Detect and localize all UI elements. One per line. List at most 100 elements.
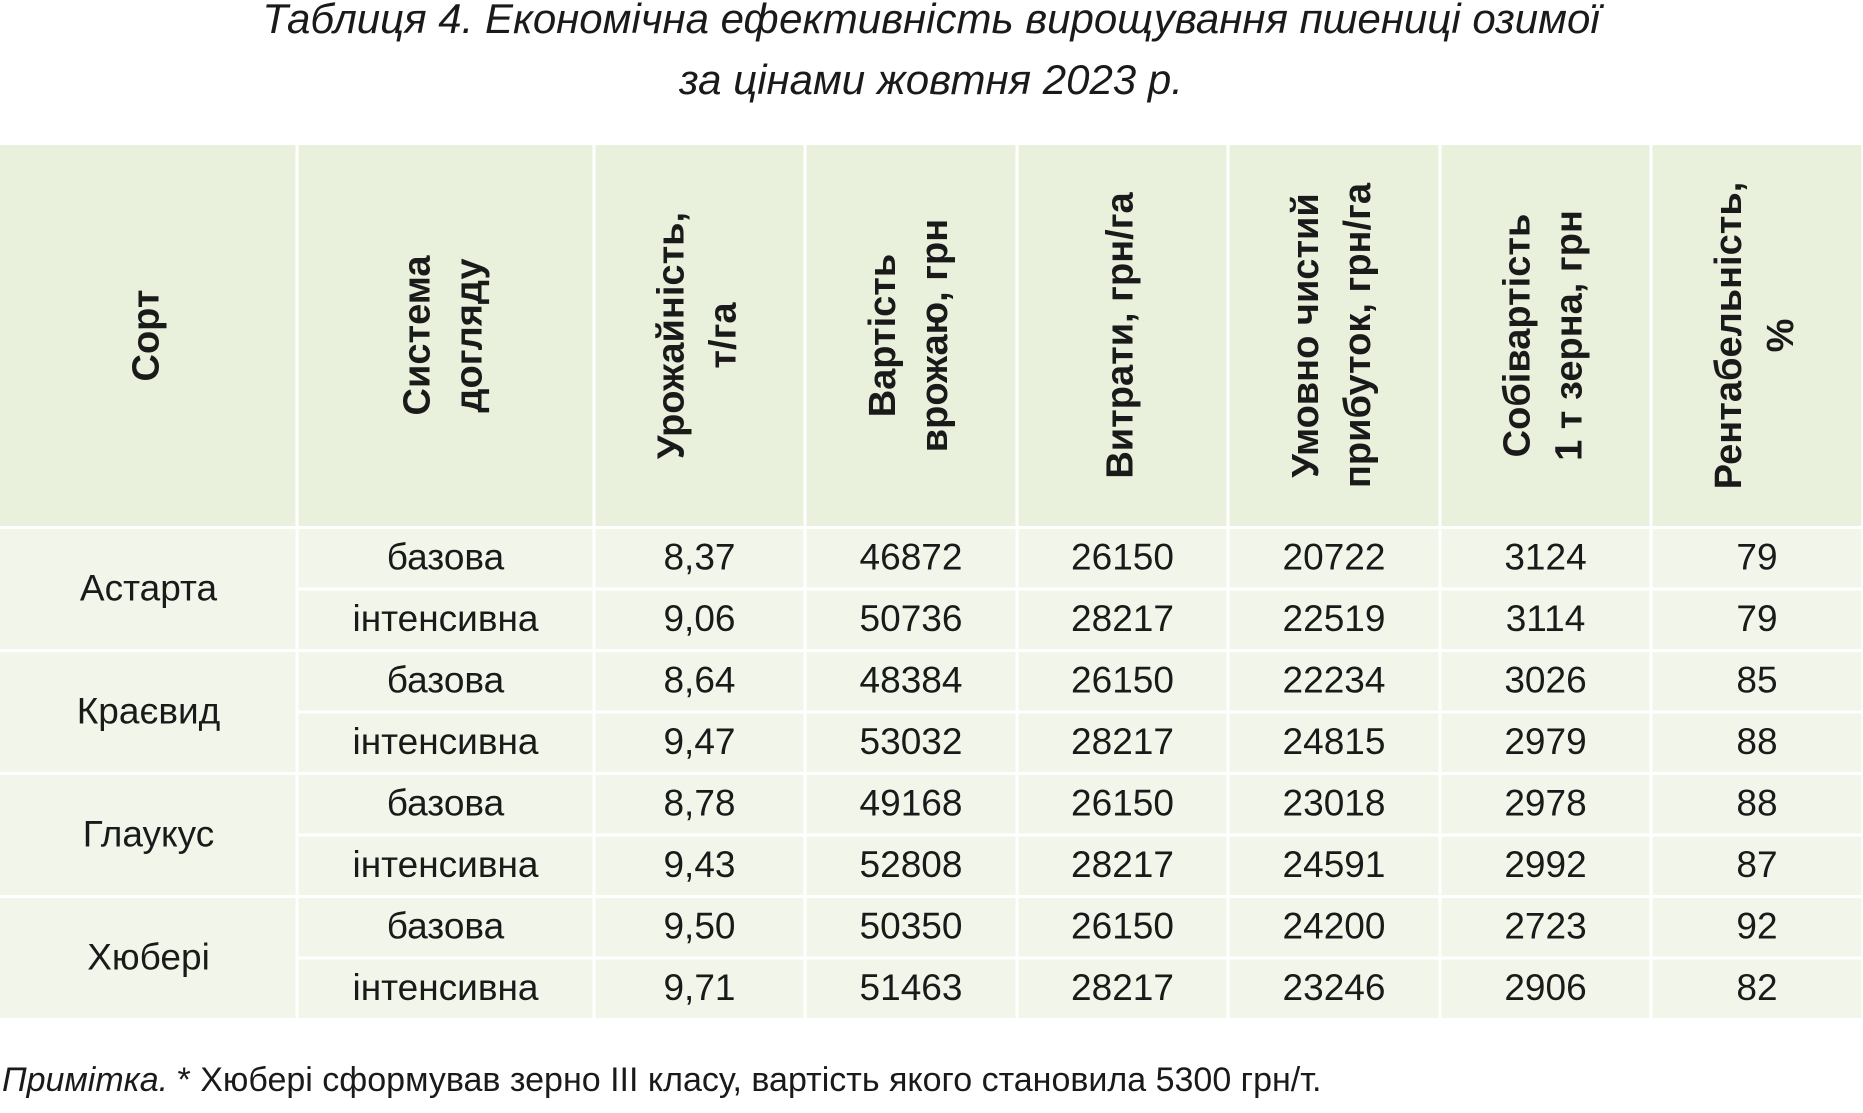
cell-text: 46872 xyxy=(860,537,963,578)
cell-text: 26150 xyxy=(1071,783,1174,824)
cell xyxy=(1018,713,1227,772)
header-text: % xyxy=(1760,319,1802,353)
cell xyxy=(595,652,804,711)
cell xyxy=(595,898,804,957)
header-cell xyxy=(298,145,593,526)
cell xyxy=(1652,590,1862,649)
cell xyxy=(298,959,593,1018)
cell xyxy=(1229,713,1439,772)
header-text: Урожайність, xyxy=(651,212,693,459)
cell-text: 8,64 xyxy=(663,660,735,701)
cell xyxy=(1229,898,1439,957)
cell xyxy=(806,529,1016,588)
cell-text: 22234 xyxy=(1283,660,1386,701)
cell xyxy=(1018,898,1227,957)
header-text: прибуток, грн/га xyxy=(1337,182,1379,488)
header-text: Рентабельність, xyxy=(1708,182,1750,490)
cell xyxy=(1229,775,1439,834)
cell xyxy=(1441,959,1650,1018)
cell-text: 26150 xyxy=(1071,660,1174,701)
cell-text: 8,37 xyxy=(663,537,735,578)
cell-text: 3114 xyxy=(1506,598,1586,639)
cell-text: 53032 xyxy=(860,721,963,762)
cell-text: 2992 xyxy=(1504,844,1586,885)
cell xyxy=(595,713,804,772)
title-line: Таблиця 4. Економічна ефективність вирощ… xyxy=(262,0,1604,42)
cell xyxy=(1018,775,1227,834)
cell-text: 79 xyxy=(1736,598,1777,639)
cell xyxy=(806,590,1016,649)
cell-text: 20722 xyxy=(1283,537,1386,578)
cell xyxy=(595,959,804,1018)
cell xyxy=(1229,529,1439,588)
cell xyxy=(806,713,1016,772)
cell xyxy=(1441,590,1650,649)
header-cell xyxy=(595,145,804,526)
header-text: Сорт xyxy=(126,290,168,382)
cell xyxy=(1229,959,1439,1018)
variety: Хюбері xyxy=(87,936,210,977)
cell-text: 2723 xyxy=(1504,906,1586,947)
cell-text: 88 xyxy=(1736,783,1777,824)
header-text: 1 т зерна, грн xyxy=(1549,210,1591,461)
header-text: врожаю, грн xyxy=(914,219,956,452)
cell-text: 9,06 xyxy=(663,598,735,639)
cell-text: 22519 xyxy=(1283,598,1386,639)
cell-text: 28217 xyxy=(1071,844,1174,885)
cell-text: 23246 xyxy=(1283,967,1386,1008)
cell xyxy=(1229,652,1439,711)
cell-text: 24815 xyxy=(1283,721,1386,762)
cell-text: 26150 xyxy=(1071,906,1174,947)
cell xyxy=(1018,529,1227,588)
header-cell xyxy=(806,145,1016,526)
note-label: Примітка. xyxy=(2,1061,168,1099)
cell-text: 8,78 xyxy=(663,783,735,824)
cell xyxy=(806,652,1016,711)
cell xyxy=(1229,836,1439,895)
cell-text: базова xyxy=(387,537,505,578)
variety: Глаукус xyxy=(83,813,214,854)
cell-text: інтенсивна xyxy=(352,598,538,639)
cell-text: 50736 xyxy=(860,598,963,639)
cell xyxy=(806,775,1016,834)
cell-text: 26150 xyxy=(1071,537,1174,578)
header-cell xyxy=(1441,145,1650,526)
cell-text: 85 xyxy=(1736,660,1777,701)
cell-text: 2906 xyxy=(1504,967,1586,1008)
cell-text: інтенсивна xyxy=(352,721,538,762)
header-cell xyxy=(0,145,296,526)
cell-text: 9,71 xyxy=(663,967,735,1008)
cell-text: 2978 xyxy=(1504,783,1586,824)
cell-text: 28217 xyxy=(1071,967,1174,1008)
cell-text: 3124 xyxy=(1504,537,1586,578)
cell xyxy=(1652,529,1862,588)
cell xyxy=(298,898,593,957)
cell-text: 2979 xyxy=(1504,721,1586,762)
cell xyxy=(1441,652,1650,711)
cell-text: базова xyxy=(387,906,505,947)
cell-text: інтенсивна xyxy=(352,967,538,1008)
cell xyxy=(595,836,804,895)
header-text: Вартість xyxy=(862,254,904,418)
cell-text: базова xyxy=(387,660,505,701)
variety-cell xyxy=(0,775,296,895)
variety-cell xyxy=(0,652,296,772)
header-cell xyxy=(1229,145,1439,526)
cell-text: 82 xyxy=(1736,967,1777,1008)
cell xyxy=(1018,959,1227,1018)
cell-text: 9,47 xyxy=(663,721,735,762)
cell-text: 48384 xyxy=(860,660,963,701)
cell xyxy=(1441,898,1650,957)
cell-text: 87 xyxy=(1736,844,1777,885)
cell xyxy=(806,898,1016,957)
cell xyxy=(806,836,1016,895)
cell-text: 24200 xyxy=(1283,906,1386,947)
cell xyxy=(595,529,804,588)
cell xyxy=(1018,590,1227,649)
cell-text: 24591 xyxy=(1283,844,1386,885)
header-text: т/га xyxy=(703,302,745,369)
cell xyxy=(1441,713,1650,772)
cell-text: 52808 xyxy=(860,844,963,885)
